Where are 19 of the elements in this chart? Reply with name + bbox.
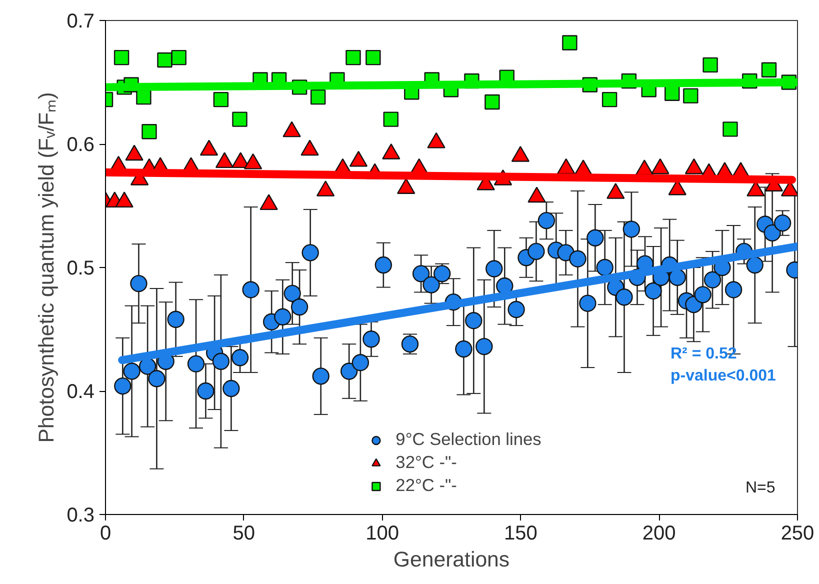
annotation: R² = 0.52 bbox=[670, 346, 737, 362]
annotation: N=5 bbox=[746, 480, 776, 496]
annotation: p-value<0.001 bbox=[670, 368, 776, 384]
x-tick-label: 100 bbox=[366, 522, 399, 544]
y-tick-label: 0.3 bbox=[66, 504, 95, 526]
x-tick-label: 200 bbox=[642, 522, 676, 544]
y-tick-label: 0.6 bbox=[66, 134, 95, 156]
x-tick-label: 0 bbox=[100, 522, 112, 544]
legend-label: 32°C -"- bbox=[396, 452, 457, 473]
legend-label: 22°C -"- bbox=[396, 475, 457, 496]
x-tick-label: 250 bbox=[780, 522, 814, 544]
y-axis-title: Photosynthetic quantum yield (Fᵥ/Fₘ) bbox=[34, 92, 59, 443]
x-tick-label: 50 bbox=[232, 522, 256, 544]
y-tick-label: 0.5 bbox=[66, 258, 95, 280]
y-tick-label: 0.7 bbox=[66, 10, 95, 32]
x-tick-label: 150 bbox=[504, 522, 538, 544]
legend-label: 9°C Selection lines bbox=[396, 429, 542, 450]
y-tick-label: 0.4 bbox=[66, 381, 95, 403]
x-axis-title: Generations bbox=[393, 548, 510, 572]
